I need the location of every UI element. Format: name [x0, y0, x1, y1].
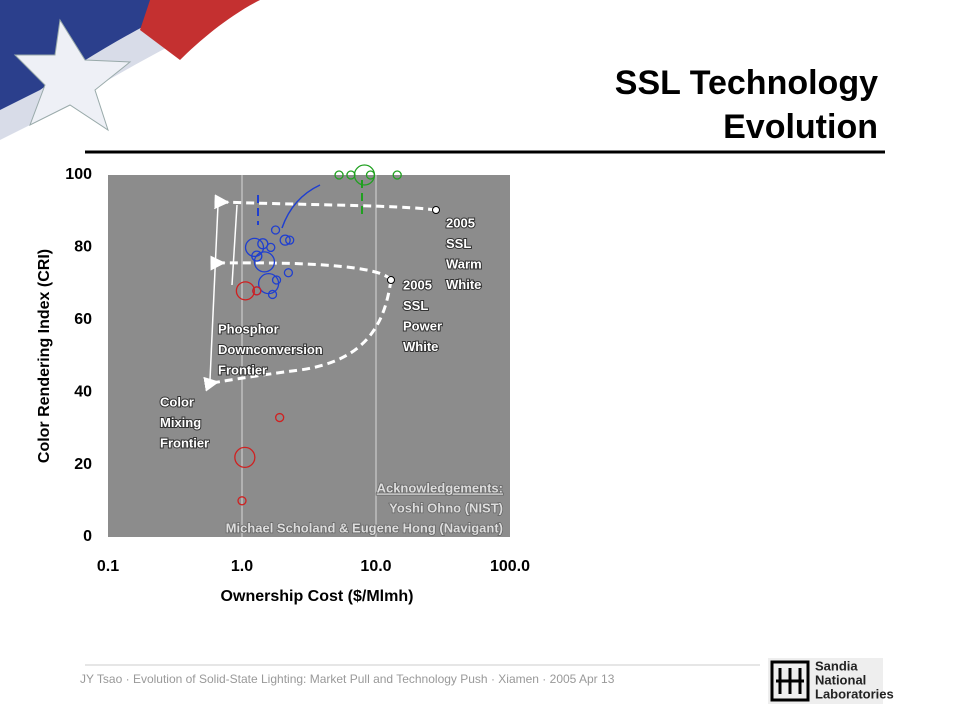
bubble	[251, 250, 263, 262]
x-axis-label: Ownership Cost ($/Mlmh)	[221, 588, 414, 605]
slide-title: Evolution	[723, 108, 878, 146]
acknowledgement: Michael Scholand & Eugene Hong (Navigant…	[226, 520, 503, 535]
annotation: Mixing	[160, 415, 201, 430]
annotation: 2005	[403, 277, 432, 292]
annotation: White	[403, 339, 438, 354]
y-tick-label: 40	[74, 383, 92, 400]
bubble	[392, 170, 402, 180]
annotation: Frontier	[218, 362, 267, 377]
bubble	[267, 289, 278, 300]
bubble	[266, 242, 276, 253]
annotation: 2005	[446, 215, 475, 230]
footer-part: JY Tsao	[80, 672, 123, 686]
separator: ·	[488, 672, 499, 686]
separator: ·	[539, 672, 550, 686]
annotation: Frontier	[160, 435, 209, 450]
separator: ·	[122, 672, 133, 686]
annotation: Downconversion	[218, 342, 323, 357]
logo-text: Laboratories	[815, 686, 894, 701]
curves	[203, 180, 440, 392]
bubble	[334, 170, 344, 180]
annotation: Power	[403, 318, 442, 333]
footer-part: Xiamen	[498, 672, 539, 686]
acknowledgement: Yoshi Ohno (NIST)	[389, 500, 503, 515]
annotation: White	[446, 277, 481, 292]
x-tick-label: 10.0	[360, 558, 391, 575]
bubble	[283, 268, 294, 278]
bubble	[271, 275, 282, 285]
y-tick-label: 20	[74, 456, 92, 473]
bubble	[235, 281, 256, 301]
y-tick-label: 0	[83, 528, 92, 545]
plot-area	[108, 175, 510, 537]
logo-text: Sandia	[815, 658, 858, 673]
bubble	[365, 170, 376, 180]
bubble	[253, 251, 276, 273]
footer-part: Evolution of Solid-State Lighting: Marke…	[133, 672, 488, 686]
annotation: Warm	[446, 256, 482, 271]
x-tick-label: 1.0	[231, 558, 253, 575]
logo-text: National	[815, 672, 866, 687]
x-tick-label: 100.0	[490, 558, 530, 575]
bubble	[252, 286, 262, 296]
y-tick-label: 60	[74, 311, 92, 328]
footer-part: 2005 Apr 13	[550, 672, 615, 686]
footer-text: JY Tsao · Evolution of Solid-State Light…	[80, 672, 615, 686]
y-tick-label: 100	[65, 166, 92, 183]
bubble	[279, 234, 291, 246]
x-tick-label: 0.1	[97, 558, 119, 575]
bubble	[285, 235, 295, 245]
annotation: Phosphor	[218, 321, 279, 336]
bubble	[270, 225, 281, 235]
annotation: SSL	[403, 298, 428, 313]
bubble	[275, 412, 285, 423]
bubble	[257, 238, 269, 250]
bubble	[244, 237, 265, 258]
y-axis-label: Color Rendering Index (CRI)	[36, 249, 53, 463]
bubble	[237, 496, 247, 506]
annotation: SSL	[446, 236, 471, 251]
flag-decoration	[0, 0, 260, 140]
bubble	[234, 446, 256, 469]
acknowledgement: Acknowledgements:	[377, 480, 503, 495]
logo-icon	[770, 660, 810, 702]
y-tick-label: 80	[74, 239, 92, 256]
annotation: Color	[160, 394, 194, 409]
slide-title: SSL Technology	[615, 64, 878, 102]
